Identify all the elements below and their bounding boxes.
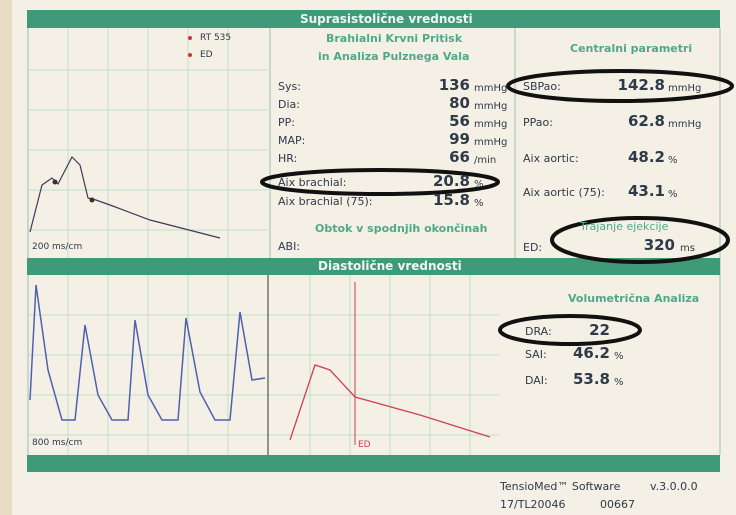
row-unit: mmHg <box>474 100 507 114</box>
row-unit: mmHg <box>474 118 507 132</box>
row-label: Sys: <box>278 80 301 94</box>
section-title: Centralni parametri <box>570 42 692 56</box>
row-label: Aix aortic: <box>523 152 579 166</box>
row-unit: % <box>614 376 624 390</box>
row-value: 53.8 <box>530 372 610 386</box>
row-unit: mmHg <box>474 136 507 150</box>
row-value: 43.1 <box>585 184 665 198</box>
row-value: 136 <box>390 78 470 92</box>
row-unit: mmHg <box>474 82 507 96</box>
row-value: 48.2 <box>585 150 665 164</box>
row-label: Aix brachial (75): <box>278 195 373 209</box>
row-value: 22 <box>530 323 610 337</box>
row-label: Aix brachial: <box>278 176 346 190</box>
header-title: Suprasistolične vrednosti <box>300 12 473 26</box>
row-unit: % <box>668 188 678 202</box>
report: Suprasistolične vrednosti RT 535 ED Brah… <box>0 0 736 515</box>
label: ABI: <box>278 240 300 254</box>
row-unit: % <box>668 154 678 168</box>
label: ED: <box>523 241 542 255</box>
row-unit: % <box>474 178 484 192</box>
row-label: Dia: <box>278 98 300 112</box>
row-value: 62.8 <box>585 114 665 128</box>
row-unit: mmHg <box>668 82 701 96</box>
section-title: Obtok v spodnjih okončinah <box>315 222 487 236</box>
scale-label: 200 ms/cm <box>32 240 82 254</box>
row-unit: /min <box>474 154 496 168</box>
row-value: 99 <box>390 132 470 146</box>
section-title: Brahialni Krvni Pritisk <box>326 32 462 46</box>
section-title: Trajanje ejekcije <box>580 220 668 234</box>
row-label: HR: <box>278 152 297 166</box>
row-label: PPao: <box>523 116 553 130</box>
row-unit: % <box>614 350 624 364</box>
value: 320 <box>595 238 675 252</box>
band-bottom <box>27 455 720 472</box>
row-value: 56 <box>390 114 470 128</box>
version: v.3.0.0.0 <box>650 480 698 494</box>
row-label: PP: <box>278 116 295 130</box>
row-value: 66 <box>390 150 470 164</box>
code: 00667 <box>600 498 635 512</box>
marker-label: ED <box>358 438 371 452</box>
marker <box>90 198 95 203</box>
legend-item: ED <box>200 48 213 62</box>
scale-label: 800 ms/cm <box>32 436 82 450</box>
row-value: 20.8 <box>390 174 470 188</box>
row-label: SBPao: <box>523 80 561 94</box>
unit: ms <box>680 242 695 256</box>
legend-dot <box>188 53 192 57</box>
row-value: 142.8 <box>585 78 665 92</box>
row-value: 80 <box>390 96 470 110</box>
section-title: Volumetrična Analiza <box>568 292 699 306</box>
section-subtitle: in Analiza Pulznega Vala <box>318 50 469 64</box>
software: TensioMed™ Software <box>500 480 620 494</box>
row-unit: % <box>474 197 484 211</box>
row-value: 46.2 <box>530 346 610 360</box>
band-title: Diastolične vrednosti <box>318 259 462 273</box>
legend-item: RT 535 <box>200 31 231 45</box>
legend-dot <box>188 36 192 40</box>
serial: 17/TL20046 <box>500 498 566 512</box>
row-unit: mmHg <box>668 118 701 132</box>
marker <box>53 180 58 185</box>
row-label: MAP: <box>278 134 305 148</box>
row-value: 15.8 <box>390 193 470 207</box>
